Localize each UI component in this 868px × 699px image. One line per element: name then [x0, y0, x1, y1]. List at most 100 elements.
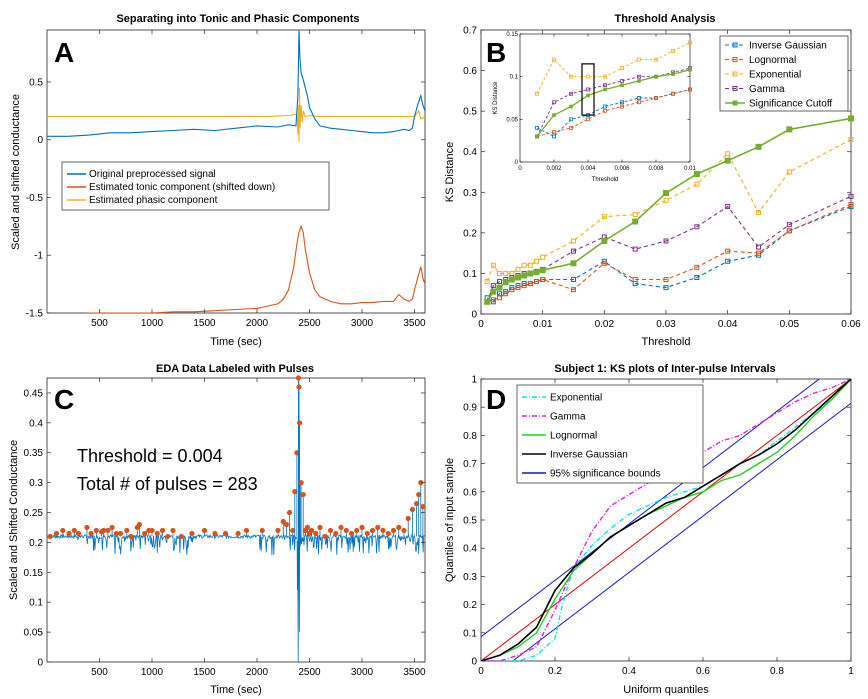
panel-c-pulse-marker — [414, 500, 420, 507]
panel-a-series-line — [47, 87, 425, 143]
panel-b-marker — [496, 284, 503, 291]
panel-a-xtick-label: 500 — [91, 318, 108, 329]
panel-d-xtick-label: 0.2 — [548, 666, 562, 677]
inset-marker — [688, 40, 692, 45]
panel-c-pulse-marker — [309, 527, 315, 534]
panel-d-ytick-label: 0.6 — [463, 487, 477, 498]
panel-b-legend-marker — [732, 86, 738, 91]
panel-c-pulse-marker — [338, 524, 344, 531]
panel-d-ytick-label: 0 — [471, 657, 477, 668]
panel-b-marker — [663, 190, 669, 197]
inset-ytick-label: 0 — [515, 160, 519, 166]
panel-c-ytick-label: 0 — [37, 658, 43, 669]
panel-d-legend-label: Gamma — [550, 412, 586, 423]
panel-b-ytick-label: 0.6 — [463, 66, 477, 77]
panel-b-marker — [490, 283, 496, 289]
panel-a-xtick-label: 1500 — [193, 318, 216, 329]
panel-b-marker — [571, 238, 576, 244]
legend-label-tonic: Estimated tonic component (shifted down) — [89, 182, 275, 193]
panel-a: Separating into Tonic and Phasic Compone… — [10, 13, 426, 348]
panel-c-pulse-marker — [405, 515, 411, 522]
panel-b-legend-marker — [732, 42, 738, 48]
panel-b-marker — [570, 260, 577, 267]
inset-xtick-label: 0.004 — [580, 166, 596, 172]
panel-a-ytick-label: -0.5 — [26, 193, 44, 204]
panel-c-pulse-marker — [128, 533, 134, 540]
panel-d-legend-label: Exponential — [550, 393, 602, 404]
panel-a-xtick-label: 3500 — [403, 318, 426, 329]
inset-marker — [637, 57, 641, 62]
panel-b-xtick-label: 0 — [478, 319, 484, 330]
panel-b-marker — [497, 295, 502, 301]
panel-c-pulse-marker — [71, 527, 77, 534]
inset-marker — [535, 134, 539, 139]
panel-c-pulse-marker — [300, 491, 306, 498]
panel-d-series-group — [481, 379, 851, 661]
panel-c-pulse-marker — [416, 491, 422, 498]
panel-c: EDA Data Labeled with Pulses 500 1000 1500… — [8, 363, 426, 696]
panel-b-marker — [848, 193, 854, 199]
panel-c-pulse-marker — [322, 533, 328, 540]
panel-b-marker — [694, 181, 700, 187]
panel-c-pulse-marker — [136, 521, 142, 528]
panel-a-xtick-label: 2000 — [246, 318, 269, 329]
panel-c-xtick-label: 1000 — [141, 667, 164, 678]
panel-b-marker — [527, 270, 534, 277]
panel-d-xlabel: Uniform quantiles — [623, 684, 709, 696]
panel-c-ytick-label: 0.4 — [29, 418, 43, 429]
panel-b-marker — [756, 210, 761, 216]
panel-c-ytick-label: 0.3 — [29, 478, 43, 489]
panel-b-marker — [490, 288, 497, 295]
panel-b-marker — [694, 274, 700, 280]
panel-b-xtick-label: 0.04 — [718, 319, 738, 330]
panel-c-pulse-marker — [327, 527, 334, 534]
panel-b-marker — [527, 262, 533, 268]
panel-a-xtick-label: 1000 — [141, 318, 164, 329]
panel-c-xtick-label: 2000 — [246, 667, 269, 678]
panel-c-pulse-marker — [178, 533, 184, 540]
inset-series-line — [536, 67, 691, 137]
panel-c-pulse-marker — [124, 527, 130, 534]
panel-b-legend: Inverse Gaussian Lognormal Exponential Gamm… — [719, 35, 849, 112]
panel-b-xtick-label: 0.06 — [841, 319, 861, 330]
panel-b-marker — [527, 281, 533, 287]
inset-marker — [552, 134, 556, 139]
panel-c-pulse-marker — [354, 527, 360, 534]
panel-b-marker — [490, 262, 496, 268]
panel-b-marker — [756, 244, 761, 250]
panel-b-xlabel: Threshold — [642, 336, 691, 348]
panel-c-pulse-marker — [313, 530, 319, 537]
panel-c-pulse-marker — [343, 527, 349, 534]
panel-c-pulse-marker — [60, 527, 66, 534]
panel-c-pulse-marker — [409, 506, 415, 513]
panel-d-letter: D — [486, 384, 506, 415]
panel-d-ytick-label: 0.5 — [463, 516, 477, 527]
panel-c-ytick-label: 0.15 — [24, 568, 44, 579]
panel-b-marker — [632, 212, 638, 218]
inset-marker — [603, 104, 607, 109]
inset-xlabel: Threshold — [592, 177, 619, 183]
panel-b-legend-marker — [732, 71, 738, 77]
panel-b-marker — [848, 201, 854, 207]
panel-a-ylabel: Scaled and shifted conductance — [10, 94, 22, 250]
panel-b-ytick-label: 0.7 — [463, 26, 477, 37]
panel-c-pulse-marker — [170, 527, 176, 534]
panel-b-title: Threshold Analysis — [614, 13, 715, 25]
panel-c-xtick-label: 3500 — [403, 667, 426, 678]
panel-b-legend-label: Lognormal — [749, 55, 796, 66]
panel-b-marker — [601, 260, 607, 266]
inset-marker — [603, 83, 607, 88]
panel-c-pulse-marker — [298, 480, 304, 486]
panel-c-pulse-marker — [275, 527, 281, 534]
panel-a-ytick-label: 0.5 — [29, 77, 43, 88]
inset-series-line — [536, 42, 691, 94]
panel-b-marker — [534, 258, 539, 264]
panel-c-pulse-marker — [88, 530, 94, 537]
panel-c-pulse-marker — [243, 527, 250, 534]
panel-d-ytick-label: 0.3 — [463, 572, 477, 583]
panel-b-letter: B — [486, 37, 506, 68]
inset-marker — [552, 113, 556, 117]
panel-c-xtick-label: 3000 — [351, 667, 374, 678]
panel-c-ytick-label: 0.1 — [29, 598, 43, 609]
panel-b-legend-marker — [732, 57, 738, 62]
